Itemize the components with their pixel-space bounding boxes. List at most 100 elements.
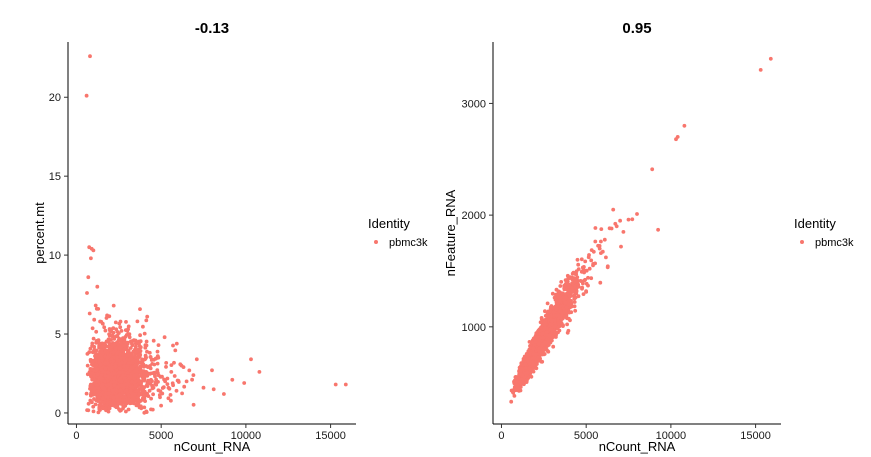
data-point (85, 352, 90, 356)
data-point (118, 370, 122, 375)
data-point (107, 314, 112, 319)
data-point (124, 389, 129, 393)
data-point (113, 320, 118, 325)
data-point (135, 341, 140, 346)
data-point (127, 335, 132, 340)
data-point (528, 367, 532, 371)
data-point (211, 387, 216, 392)
data-point (165, 382, 170, 386)
data-point (158, 395, 162, 400)
data-point (509, 399, 514, 404)
data-point (95, 389, 99, 394)
data-point (90, 326, 95, 331)
data-point (86, 275, 91, 280)
data-point (111, 350, 116, 355)
data-point (169, 370, 174, 374)
data-point (111, 398, 116, 403)
data-point (179, 363, 184, 368)
data-point (98, 319, 102, 324)
data-point (155, 368, 160, 372)
data-point (118, 366, 123, 371)
data-point (556, 330, 560, 335)
data-point (92, 381, 97, 385)
data-point (88, 382, 93, 387)
data-point (249, 357, 253, 362)
data-point (121, 352, 126, 356)
data-point (552, 295, 557, 300)
data-point (160, 391, 165, 396)
data-point (131, 395, 136, 400)
data-point (101, 406, 105, 411)
data-point (138, 307, 142, 311)
data-point (558, 284, 563, 288)
data-point (114, 327, 119, 332)
data-point (580, 265, 585, 270)
data-point (563, 300, 568, 305)
data-point (103, 373, 108, 378)
data-point (93, 402, 98, 407)
data-point (110, 334, 115, 339)
points-layer (509, 56, 773, 404)
data-point (149, 358, 154, 362)
data-point (97, 346, 101, 350)
data-point (242, 381, 247, 385)
data-point (126, 407, 131, 412)
data-point (88, 346, 93, 351)
data-point (85, 363, 90, 368)
data-point (546, 309, 551, 314)
data-point (557, 319, 561, 324)
legend-entry: pbmc3k (389, 237, 428, 249)
data-point (513, 375, 518, 379)
legend: Identity pbmc3k (368, 216, 428, 249)
data-point (105, 355, 110, 360)
data-point (142, 331, 147, 336)
data-point (581, 281, 585, 286)
data-point (539, 359, 544, 364)
data-point (97, 403, 102, 408)
data-point (112, 379, 116, 384)
data-point (182, 384, 187, 389)
data-point (554, 335, 558, 339)
data-point (101, 396, 105, 401)
data-point (97, 407, 102, 411)
data-point (95, 340, 99, 344)
data-point (171, 383, 176, 388)
data-point (173, 348, 178, 353)
data-point (123, 335, 128, 339)
data-point (142, 371, 147, 376)
data-point (87, 311, 92, 316)
data-point (515, 386, 520, 390)
data-point (85, 291, 89, 295)
data-point (584, 281, 589, 286)
data-point (551, 344, 556, 349)
data-point (142, 410, 147, 415)
data-point (147, 388, 152, 393)
data-point (119, 402, 124, 406)
data-point (560, 291, 565, 296)
data-point (545, 330, 549, 334)
chart-title: 0.95 (622, 20, 651, 37)
y-tick-label: 10 (49, 250, 61, 262)
data-point (84, 391, 89, 396)
data-point (140, 359, 145, 363)
data-point (589, 258, 594, 263)
data-point (564, 305, 569, 310)
data-point (201, 385, 206, 390)
data-point (579, 257, 584, 262)
data-point (124, 398, 129, 403)
data-point (131, 349, 136, 354)
data-point (599, 239, 603, 244)
data-point (107, 388, 112, 393)
y-tick-label: 0 (55, 408, 61, 420)
x-tick-label: 10000 (231, 430, 262, 442)
data-point (129, 352, 134, 357)
data-point (109, 327, 114, 332)
data-point (589, 276, 594, 281)
data-point (90, 377, 95, 382)
data-point (630, 217, 635, 222)
data-point (111, 303, 116, 308)
data-point (194, 357, 199, 362)
data-point (96, 386, 101, 390)
data-point (573, 308, 578, 313)
